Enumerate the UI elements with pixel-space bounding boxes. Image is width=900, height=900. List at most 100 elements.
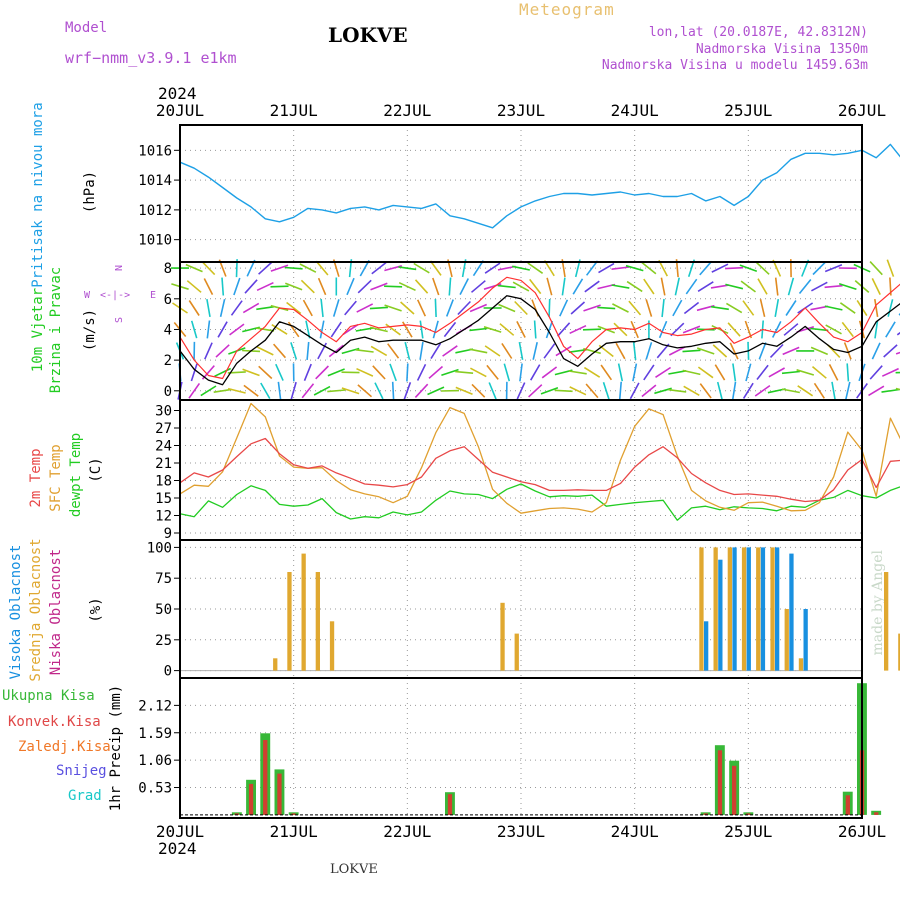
wind-arrow — [398, 266, 417, 271]
wind-arrow — [598, 262, 615, 274]
model-label: Model — [65, 20, 108, 36]
wind-arrow — [258, 261, 273, 275]
x-tick-label-bottom: 24JUL — [611, 822, 659, 841]
wind-arrow — [457, 300, 471, 316]
wind-arrow — [685, 278, 698, 295]
wind-arrow — [554, 389, 573, 393]
wind-arrow — [488, 382, 497, 400]
wind-arrow — [290, 381, 297, 400]
mid-cloud-bar — [798, 658, 804, 671]
wind-arrow — [528, 384, 543, 398]
wind-arrow — [618, 381, 622, 400]
wind-arrow — [597, 306, 616, 310]
high-cloud-bar — [760, 547, 766, 671]
compass-north: N — [114, 265, 125, 271]
wind-arrow — [887, 299, 894, 317]
wind-arrow — [219, 299, 226, 317]
wind-arrow — [185, 263, 203, 273]
wind-arrow — [683, 385, 700, 396]
wind-arrow — [655, 366, 672, 378]
wind-arrow — [256, 327, 275, 332]
y-tick-label: 8 — [164, 261, 172, 277]
wind-arrow — [672, 299, 683, 317]
convective-precip-bar — [234, 813, 239, 815]
wind-arrow — [783, 323, 799, 336]
wind-speed-line — [179, 295, 900, 386]
wind-arrow — [868, 385, 885, 397]
mid-cloud-bar — [756, 547, 761, 671]
wind-arrow — [471, 383, 486, 398]
wind-arrow — [615, 342, 626, 360]
wind-arrow — [404, 342, 411, 360]
wind-arrow — [641, 261, 657, 275]
wind-arrow — [629, 382, 640, 400]
wind-arrow — [740, 280, 756, 293]
pressure-axis-label: Pritisak na nivou mora — [30, 102, 46, 287]
mid-cloud-bar — [699, 547, 704, 671]
wind-arrow — [346, 277, 355, 296]
wind-arrow — [527, 262, 544, 274]
wind-arrow — [432, 277, 440, 296]
y-tick-label: 24 — [155, 439, 172, 455]
wind-arrow — [372, 365, 386, 380]
y-tick-label: 9 — [164, 526, 172, 542]
wind-arrow — [570, 301, 586, 315]
wind-arrow — [668, 346, 686, 356]
wind-arrow — [429, 260, 442, 276]
wind-arrow — [714, 364, 726, 381]
wind-arrow — [190, 320, 198, 339]
wind-arrow — [758, 342, 767, 360]
wind-arrow — [739, 264, 758, 272]
wind-arrow — [243, 384, 259, 397]
wind-arrow — [583, 366, 601, 378]
wind-arrow — [357, 279, 372, 294]
wind-arrow — [313, 385, 331, 396]
wind-arrow — [697, 281, 714, 292]
mid-cloud-bar — [784, 609, 789, 671]
wind-arrow — [540, 386, 559, 395]
wind-arrow — [787, 277, 795, 296]
wind-arrow — [585, 260, 599, 276]
wind-arrow — [559, 299, 569, 317]
wind-arrow — [824, 305, 843, 311]
mid-cloud-bar — [514, 633, 519, 671]
wind-arrow — [519, 363, 523, 382]
wind-arrow — [200, 385, 217, 397]
wind-arrow — [514, 300, 528, 316]
precip-legend-label: Konvek.Kisa — [8, 714, 101, 730]
wind-arrow — [206, 320, 211, 339]
meteogram-label: Meteogram — [519, 0, 615, 19]
wind-arrow — [204, 342, 213, 360]
x-tick-label-bottom: 22JUL — [383, 822, 431, 841]
x-tick-label-bottom: 26JUL — [838, 822, 886, 841]
mid-cloud-bar — [898, 633, 900, 671]
wind-arrow — [584, 280, 600, 293]
wind-arrow — [612, 303, 629, 313]
wind-arrow — [327, 389, 346, 393]
wind-arrow — [683, 301, 700, 315]
wind-arrow — [641, 384, 657, 398]
wind-arrow — [712, 344, 728, 358]
wind-arrow — [839, 302, 856, 314]
wind-arrow — [483, 326, 502, 333]
sfc-temp-line — [179, 402, 900, 514]
wind-arrow — [299, 263, 317, 273]
convective-precip-bar — [277, 773, 282, 815]
y-tick-label: 27 — [155, 421, 172, 437]
wind-arrow — [455, 386, 473, 395]
compass-south: S — [114, 317, 125, 323]
y-tick-label: 1014 — [138, 173, 172, 189]
mid-cloud-bar — [741, 547, 747, 671]
wind-arrow — [469, 327, 488, 332]
wind-arrow — [190, 363, 198, 382]
wind-arrow — [533, 320, 537, 339]
compass-west: W — [84, 290, 91, 301]
wind-arrow — [798, 278, 812, 295]
wind-arrow — [725, 302, 743, 314]
wind-arrow — [516, 321, 526, 338]
x-tick-label-top: 23JUL — [497, 101, 545, 120]
wind-arrow — [645, 342, 653, 360]
wind-axis-label-line1: 10m Vjetar — [30, 288, 46, 372]
wind-arrow — [272, 343, 287, 359]
